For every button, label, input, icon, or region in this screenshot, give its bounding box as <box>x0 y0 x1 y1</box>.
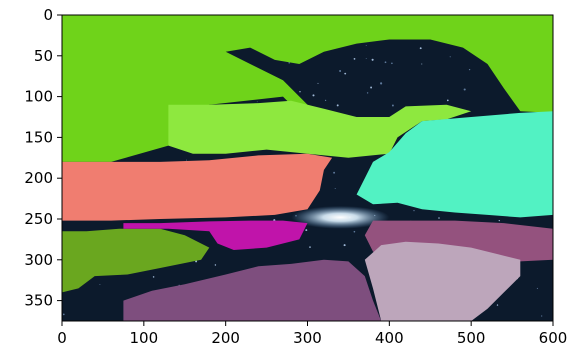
segment-lilac <box>364 241 521 321</box>
y-tick-label: 150 <box>24 128 53 146</box>
star-dot <box>536 287 538 289</box>
segment-magenta <box>123 220 308 250</box>
x-tick-label: 400 <box>375 329 404 347</box>
y-tick-label: 200 <box>24 169 53 187</box>
x-axis: 0 100 200 300 400 500 600 <box>57 321 567 347</box>
y-tick-label: 300 <box>24 251 53 269</box>
star-dot <box>334 188 336 189</box>
x-tick-label: 600 <box>539 329 568 347</box>
star-dot <box>391 62 393 65</box>
y-tick-label: 0 <box>43 6 53 24</box>
star-dot <box>288 62 290 64</box>
star-dot <box>305 229 308 232</box>
star-dot <box>380 82 383 85</box>
x-tick-label: 100 <box>130 329 159 347</box>
star-dot <box>463 88 466 91</box>
star-dot <box>419 47 422 50</box>
star-dot <box>384 61 387 64</box>
segment-purple <box>123 259 382 321</box>
y-tick-label: 350 <box>24 292 53 310</box>
star-dot <box>353 58 356 60</box>
star-dot <box>496 304 499 306</box>
star-dot <box>309 246 311 248</box>
star-dot <box>186 159 187 161</box>
x-tick-label: 300 <box>293 329 322 347</box>
star-dot <box>62 313 65 316</box>
star-dot <box>99 284 101 286</box>
star-dot <box>366 92 369 94</box>
star-dot <box>370 86 373 89</box>
star-dot <box>365 44 367 46</box>
segment-salmon <box>62 153 333 221</box>
star-dot <box>468 68 471 71</box>
y-tick-label: 100 <box>24 88 53 106</box>
star-dot <box>312 94 315 97</box>
x-tick-label: 0 <box>57 329 67 347</box>
star-dot <box>324 99 327 102</box>
star-dot <box>449 56 451 58</box>
star-dot <box>256 101 258 103</box>
star-dot <box>353 230 356 233</box>
segmentation-image <box>62 15 553 321</box>
star-dot <box>391 104 394 107</box>
star-dot <box>498 219 500 222</box>
star-dot <box>343 244 346 247</box>
star-dot <box>421 63 423 65</box>
star-dot <box>333 171 336 174</box>
y-tick-label: 50 <box>34 47 53 65</box>
horizon-glow <box>291 205 390 229</box>
segment-cyan <box>356 111 553 218</box>
star-dot <box>371 58 374 61</box>
star-dot <box>541 315 543 317</box>
x-tick-label: 500 <box>457 329 486 347</box>
star-dot <box>152 276 155 278</box>
star-dot <box>336 104 339 107</box>
star-dot <box>317 82 319 84</box>
segment-mid-green <box>168 100 472 158</box>
star-dot <box>438 217 440 219</box>
star-dot <box>344 72 347 75</box>
star-dot <box>299 91 301 93</box>
star-dot <box>339 70 342 72</box>
y-tick-label: 250 <box>24 210 53 228</box>
star-dot <box>214 264 217 266</box>
x-tick-label: 200 <box>211 329 240 347</box>
star-dot <box>446 99 449 102</box>
y-axis: 0 50 100 150 200 250 300 350 <box>24 6 62 310</box>
star-dot <box>365 58 367 60</box>
segment-olive <box>62 228 210 293</box>
star-dot <box>195 260 198 263</box>
star-dot <box>413 210 415 212</box>
